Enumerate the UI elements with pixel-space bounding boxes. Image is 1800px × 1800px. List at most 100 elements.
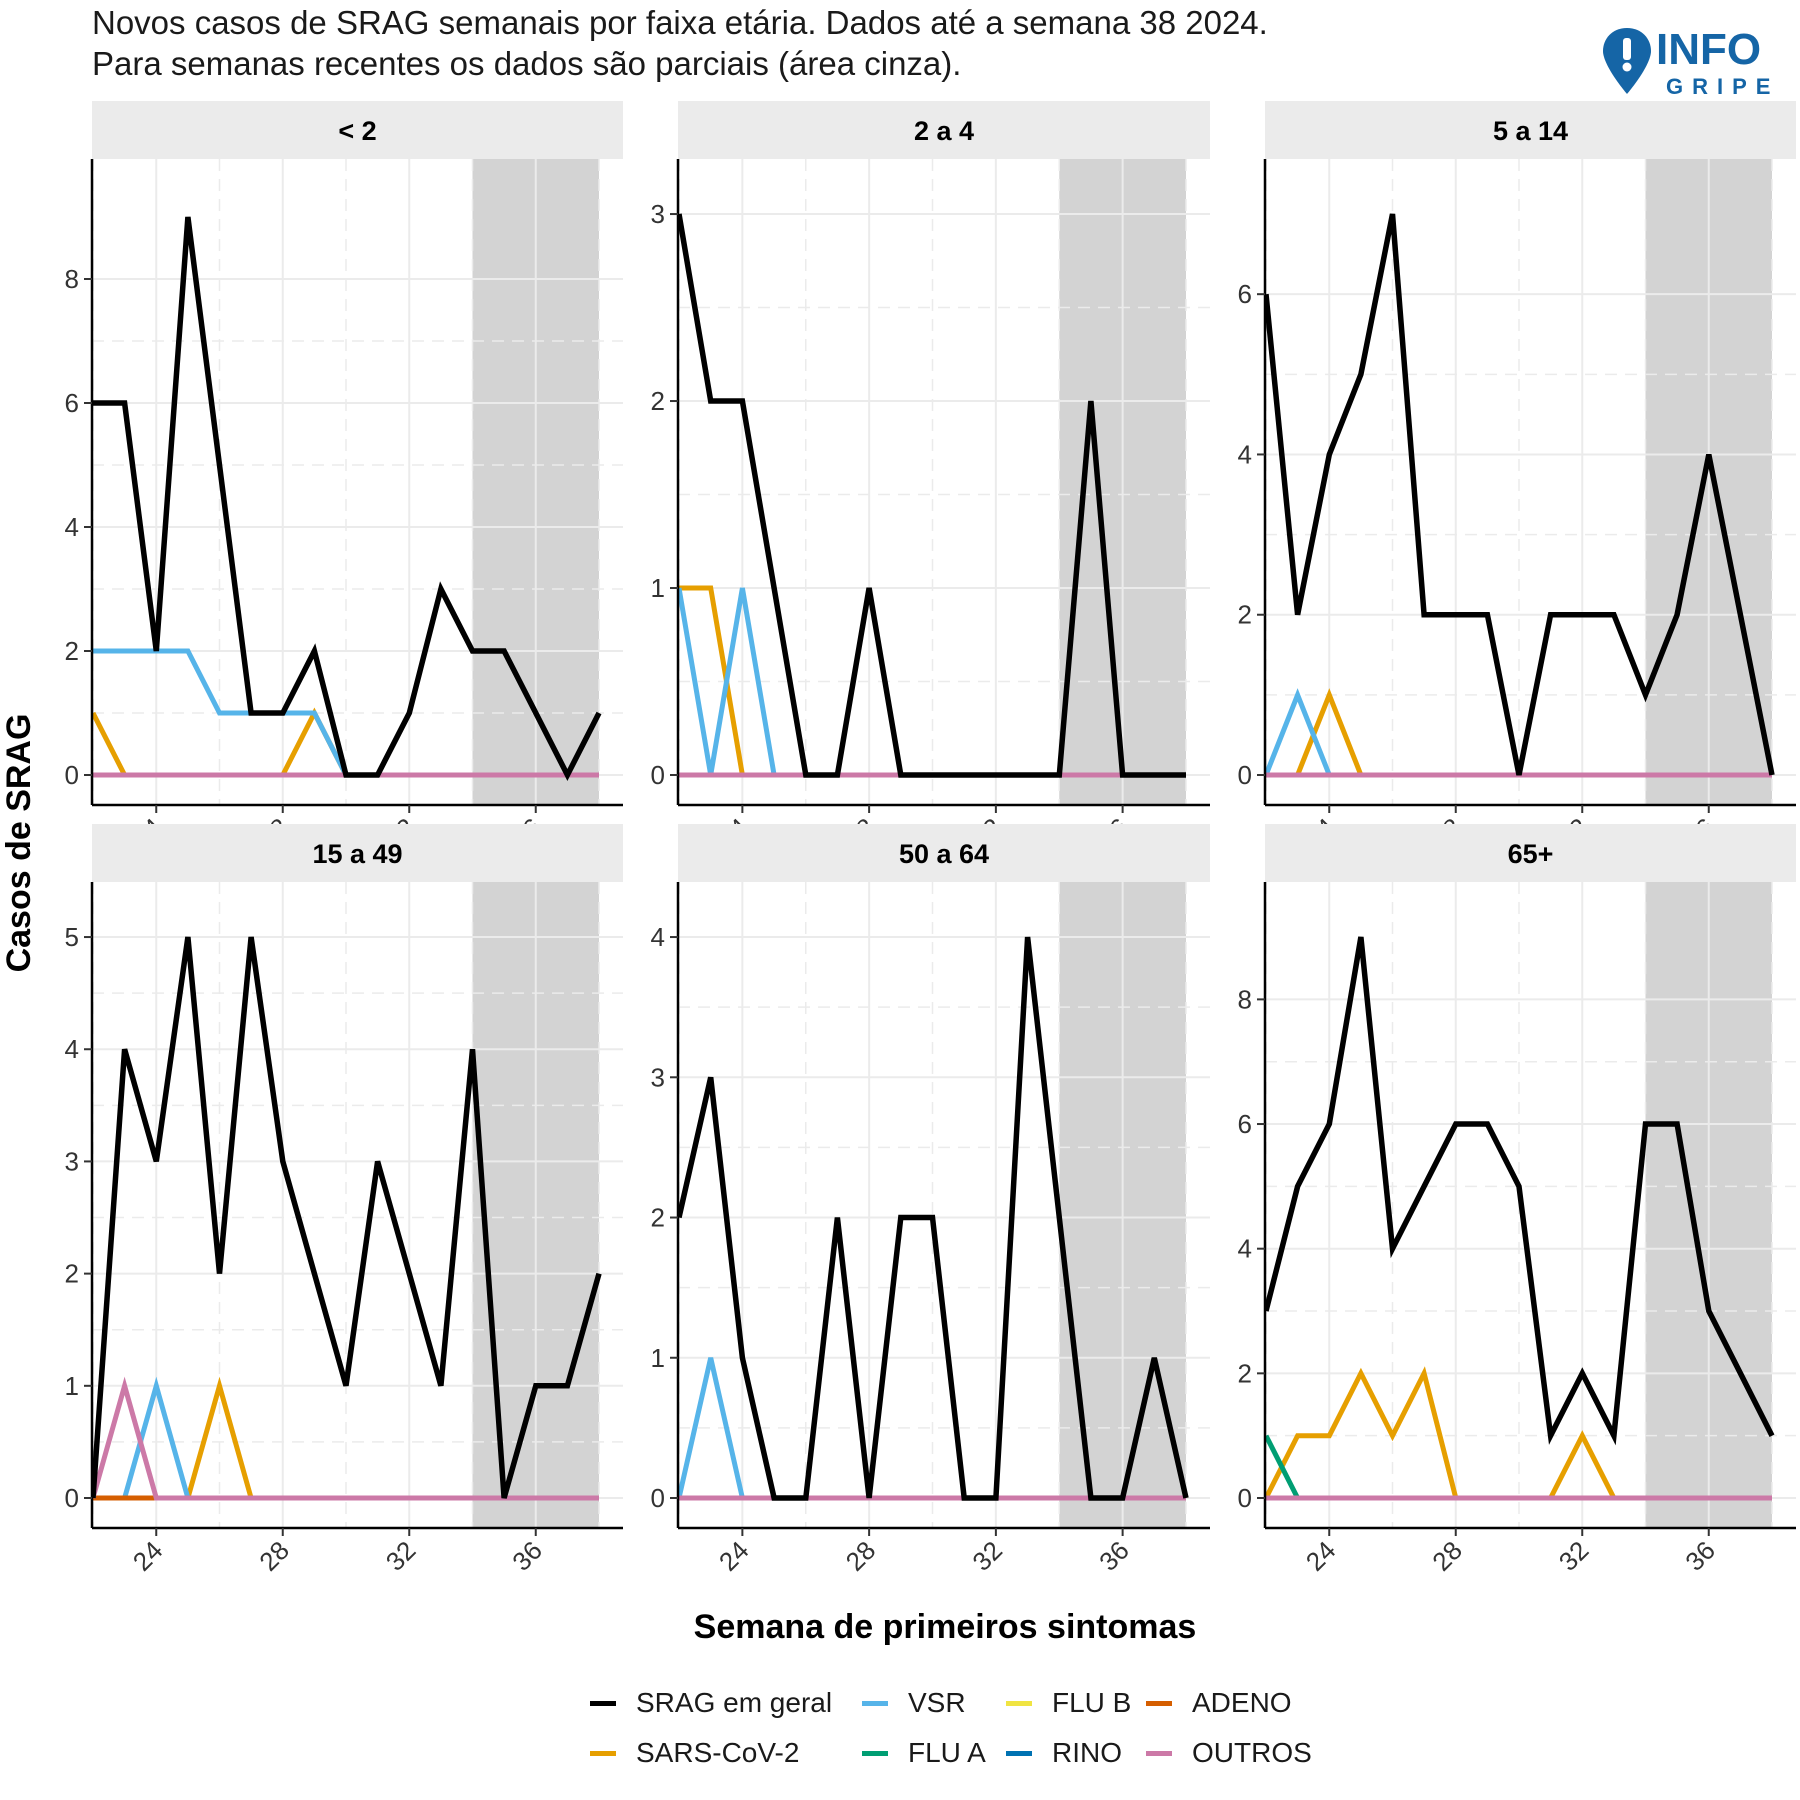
series-lines [93,936,602,1501]
grid [678,882,1210,1528]
panel-2: < 20246824283236 [65,101,623,854]
series-lines [1266,936,1775,1501]
facet-strip [92,101,623,159]
series-line-srag-em-geral [93,936,602,1499]
panel-15-a-49: 15 a 49 0 1 2 3 4 5 24 28 32 36 [65,824,623,1577]
legend-label: VSR [908,1687,966,1718]
faceted-line-chart: Casos de SRAG Semana de primeiros sintom… [0,101,1796,1646]
x-tick-label: 32 [380,1535,422,1577]
x-tick-label: 28 [253,1535,295,1577]
legend-key [862,1750,888,1756]
facet-label: 5 a 14 [1493,116,1568,146]
y-tick-label: 4 [1238,439,1252,469]
y-tick-label: 2 [1238,1358,1252,1388]
y-tick-label: 4 [65,1034,79,1064]
legend-key [590,1700,616,1706]
series-line-srag-em-geral [679,213,1186,778]
legend-label: SARS-CoV-2 [636,1737,800,1768]
panel-5-a-14: 5 a 14024624283236 [1238,101,1796,854]
x-tick-label: 36 [1093,1535,1135,1577]
y-tick-label: 2 [1238,600,1252,630]
series-lines [679,936,1189,1501]
facet-strip [1265,101,1796,159]
y-tick-label: 0 [651,760,665,790]
y-tick-label: 6 [65,388,79,418]
legend-key [590,1750,616,1756]
y-tick-label: 0 [1238,1483,1252,1513]
y-tick-label: 8 [65,264,79,294]
facet-label: 15 a 49 [312,839,402,869]
legend-label: SRAG em geral [636,1687,833,1718]
y-tick-label: 0 [65,1483,79,1513]
legend-key [862,1700,888,1706]
x-tick-label: 32 [1553,1535,1595,1577]
facet-strip [678,101,1210,159]
legend: SRAG em geral VSR FLU B ADENO SARS-CoV-2 FLU … [590,1683,1350,1783]
y-tick-label: 1 [651,1343,665,1373]
x-tick-label: 28 [840,1535,882,1577]
legend-key [1006,1750,1032,1756]
y-tick-label: 4 [65,512,79,542]
y-tick-label: 0 [651,1483,665,1513]
logo-word: INFO [1656,25,1761,74]
y-tick-label: 8 [1238,984,1252,1014]
y-tick-label: 3 [651,199,665,229]
series-line-srag-em-geral [1266,213,1775,776]
series-lines [1266,213,1775,778]
x-tick-label: 28 [1426,1535,1468,1577]
legend-item-rino: RINO [1006,1733,1122,1773]
series-line-srag-em-geral [1266,936,1775,1446]
legend-label: FLU B [1052,1687,1132,1718]
legend-item-vsr: VSR [862,1683,966,1723]
y-axis-title: Casos de SRAG [0,714,38,973]
y-tick-label: 0 [1238,760,1252,790]
x-tick-label: 24 [713,1535,755,1577]
y-tick-label: 3 [651,1062,665,1092]
y-tick-label: 2 [651,1203,665,1233]
facet-label: 65+ [1508,839,1554,869]
y-tick-label: 4 [1238,1234,1252,1264]
legend-label: FLU A [908,1737,986,1768]
legend-item-sars-cov-2: SARS-CoV-2 [590,1733,799,1773]
y-tick-label: 5 [65,922,79,952]
legend-item-flu-a: FLU A [862,1733,986,1773]
x-tick-label: 36 [1679,1535,1721,1577]
series-line-outros [93,1376,599,1501]
series-line-srag-em-geral [679,936,1189,1501]
grid [1265,882,1796,1528]
y-tick-label: 6 [1238,1109,1252,1139]
facet-label: 2 a 4 [914,116,974,146]
x-tick-label: 32 [966,1535,1008,1577]
legend-item-adeno: ADENO [1146,1683,1292,1723]
chart-title: Novos casos de SRAG semanais por faixa e… [92,2,1268,84]
infogripe-logo: INFO GRIPE [1603,25,1779,99]
y-tick-label: 1 [65,1371,79,1401]
legend-label: RINO [1052,1737,1122,1768]
series-lines [93,216,602,782]
y-tick-label: 2 [65,1259,79,1289]
legend-item-srag-em-geral: SRAG em geral [590,1683,832,1723]
legend-item-outros: OUTROS [1146,1733,1312,1773]
location-pin-exclamation-icon [1603,28,1651,94]
facet-label: < 2 [338,116,376,146]
series-line-srag-em-geral [93,216,602,782]
y-tick-label: 0 [65,760,79,790]
y-tick-label: 6 [1238,279,1252,309]
x-tick-label: 24 [1300,1535,1342,1577]
x-axis-title: Semana de primeiros sintomas [694,1608,1197,1646]
y-tick-label: 1 [651,573,665,603]
y-tick-label: 4 [651,922,665,952]
legend-item-flu-b: FLU B [1006,1683,1131,1723]
logo-sub: GRIPE [1666,74,1779,99]
panel-2-a-4: 2 a 4012324283236 [651,101,1210,854]
facet-strip [1265,824,1796,882]
facet-label: 50 a 64 [899,839,989,869]
facet-strip [92,824,623,882]
chart-title-line-2: Para semanas recentes os dados são parci… [92,45,962,82]
legend-key [1146,1700,1172,1706]
series-lines [679,213,1186,778]
y-tick-label: 2 [651,386,665,416]
legend-label: ADENO [1192,1687,1292,1718]
x-tick-label: 24 [127,1535,169,1577]
